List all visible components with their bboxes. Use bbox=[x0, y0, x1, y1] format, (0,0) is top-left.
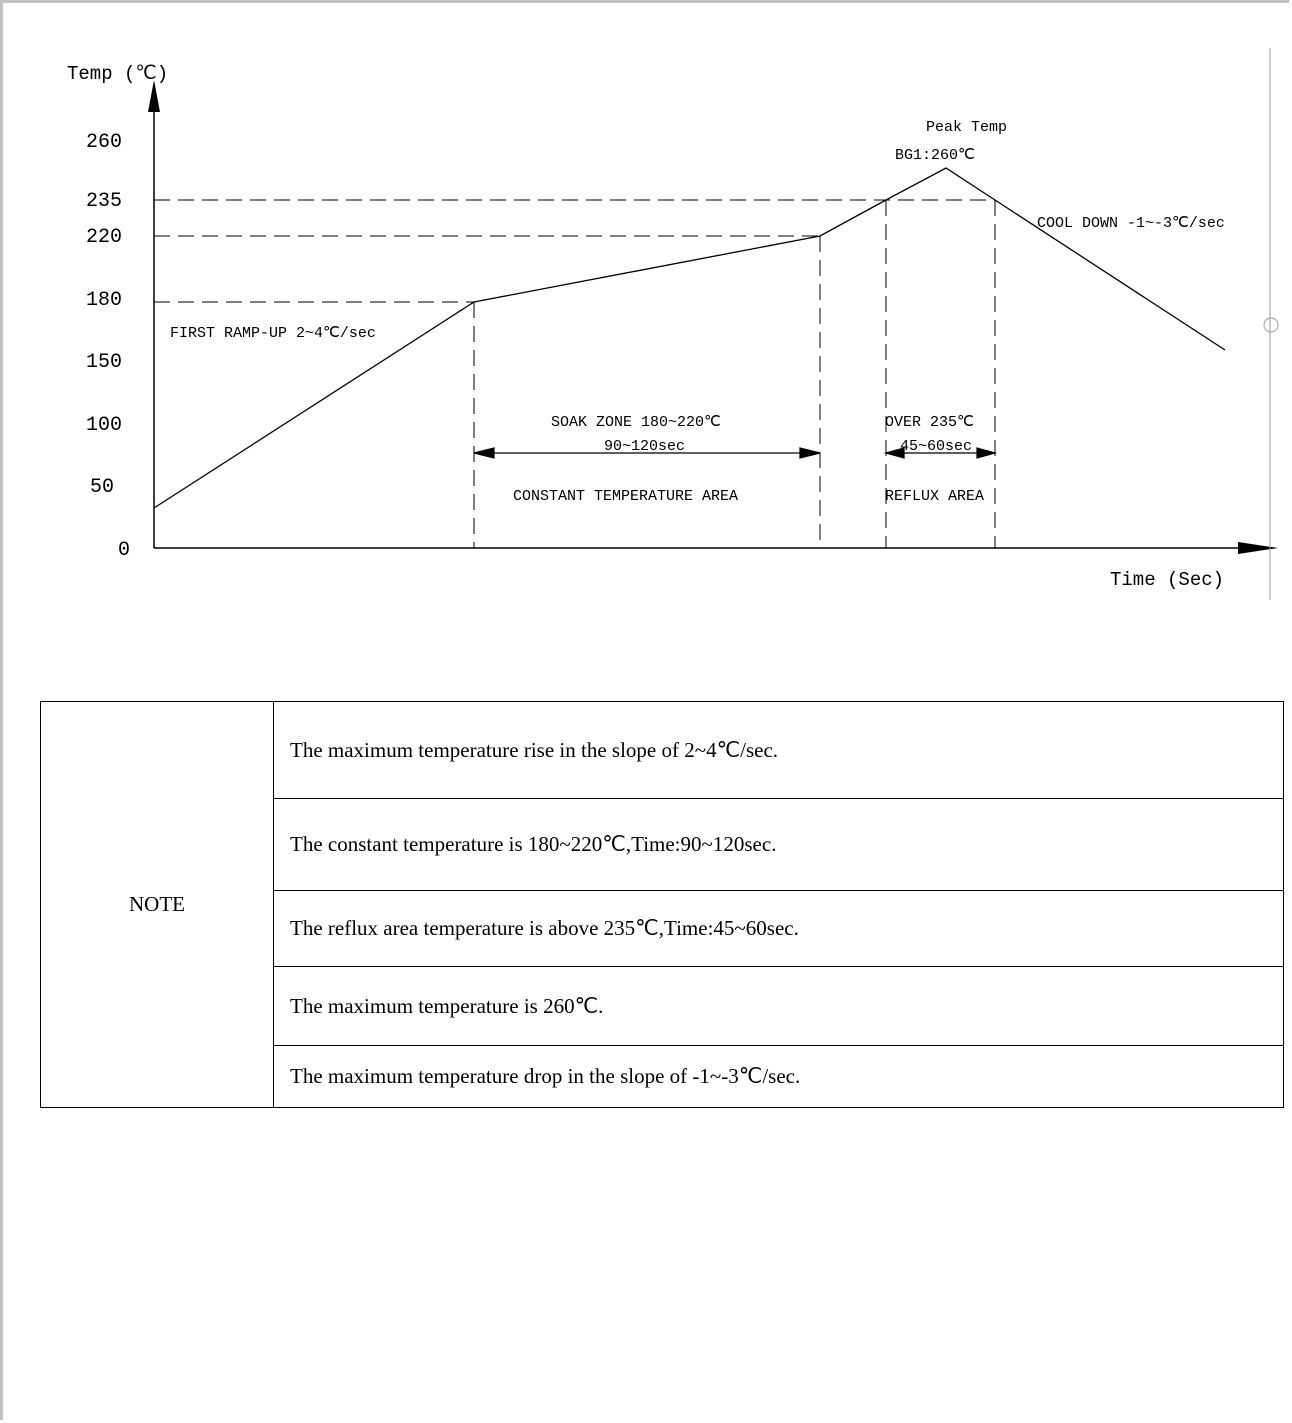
y-tick-label: 100 bbox=[86, 414, 122, 437]
reflux-right-arrowhead-icon bbox=[976, 447, 998, 459]
reflux-area-label: REFLUX AREA bbox=[885, 488, 984, 505]
y-tick-labels: 260 235 220 180 150 100 50 0 bbox=[86, 131, 130, 562]
y-tick-label: 150 bbox=[86, 351, 122, 374]
temperature-profile-line bbox=[153, 167, 1226, 509]
y-axis-title: Temp (℃) bbox=[67, 63, 168, 85]
y-tick-label: 220 bbox=[86, 226, 122, 249]
ramp-up-label: FIRST RAMP-UP 2~4℃/sec bbox=[170, 325, 376, 342]
peak-value-label: BG1:260℃ bbox=[895, 147, 975, 164]
x-axis-arrow-icon bbox=[1238, 542, 1278, 554]
note-row: The reflux area temperature is above 235… bbox=[273, 890, 1284, 967]
reflow-profile-chart: Temp (℃) Time (Sec) 260 235 220 180 150 … bbox=[67, 48, 1279, 600]
peak-label: Peak Temp bbox=[926, 119, 1007, 136]
over-time-label: 45~60sec bbox=[900, 438, 972, 455]
soak-zone-label: SOAK ZONE 180~220℃ bbox=[551, 414, 721, 431]
note-row: The maximum temperature rise in the slop… bbox=[273, 701, 1284, 799]
note-text: The reflux area temperature is above 235… bbox=[290, 916, 799, 940]
notes-table: NOTE The maximum temperature rise in the… bbox=[40, 701, 1284, 1108]
y-tick-label: 235 bbox=[86, 190, 122, 213]
note-label: NOTE bbox=[129, 892, 185, 916]
note-text: The maximum temperature is 260℃. bbox=[290, 993, 604, 1018]
note-row: The maximum temperature is 260℃. bbox=[273, 966, 1284, 1046]
over-235-label: OVER 235℃ bbox=[885, 414, 974, 431]
y-tick-label: 180 bbox=[86, 289, 122, 312]
note-text: The constant temperature is 180~220℃,Tim… bbox=[290, 832, 777, 856]
note-row: The maximum temperature drop in the slop… bbox=[273, 1045, 1284, 1108]
reflux-left-arrowhead-icon bbox=[883, 447, 905, 459]
note-text: The maximum temperature rise in the slop… bbox=[290, 737, 779, 762]
y-tick-label: 0 bbox=[118, 539, 130, 562]
soak-right-arrowhead-icon bbox=[799, 447, 821, 459]
y-axis-arrow-icon bbox=[148, 80, 160, 112]
constant-area-label: CONSTANT TEMPERATURE AREA bbox=[513, 488, 738, 505]
note-label-cell: NOTE bbox=[40, 701, 274, 1108]
note-row: The constant temperature is 180~220℃,Tim… bbox=[273, 798, 1284, 891]
soak-time-label: 90~120sec bbox=[604, 438, 685, 455]
scan-artifact-dot bbox=[1263, 317, 1279, 333]
cool-down-label: COOL DOWN -1~-3℃/sec bbox=[1037, 215, 1225, 232]
note-text: The maximum temperature drop in the slop… bbox=[290, 1064, 801, 1088]
soak-left-arrowhead-icon bbox=[473, 447, 495, 459]
y-tick-label: 260 bbox=[86, 131, 122, 154]
y-tick-label: 50 bbox=[90, 476, 114, 499]
x-axis-title: Time (Sec) bbox=[1110, 569, 1224, 591]
